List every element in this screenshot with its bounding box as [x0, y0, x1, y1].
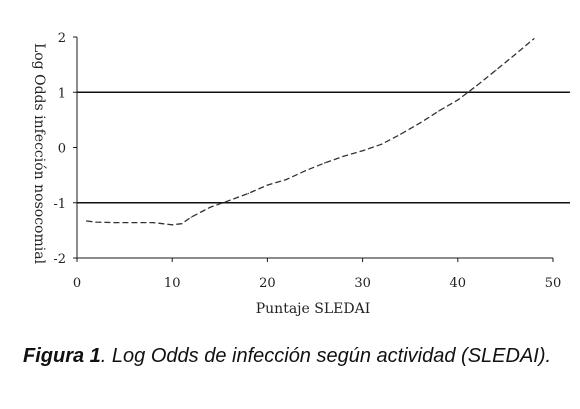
x-tick-label: 10	[164, 276, 181, 291]
data-point	[152, 222, 154, 224]
data-point	[228, 199, 230, 202]
data-point	[304, 170, 307, 172]
y-tick-label: 0	[58, 142, 66, 157]
figure-caption: Figura 1. Log Odds de infección según ac…	[23, 341, 575, 371]
x-tick-label: 20	[259, 276, 276, 291]
caption-label: Figura 1	[23, 345, 101, 367]
data-point	[266, 184, 268, 186]
x-axis-label: Puntaje SLEDAI	[256, 301, 370, 317]
x-tick-label: 50	[545, 276, 562, 291]
data-point	[85, 220, 88, 222]
y-tick-label: -1	[53, 197, 66, 212]
data-point	[343, 155, 345, 157]
data-point	[400, 133, 402, 135]
data-point	[133, 222, 135, 224]
data-point	[95, 221, 97, 223]
data-point	[362, 150, 364, 152]
y-tick-label: 1	[58, 86, 66, 101]
data-point	[381, 143, 383, 145]
series-line-0	[86, 38, 535, 226]
x-tick-label: 0	[73, 276, 81, 291]
data-point	[162, 223, 164, 225]
data-point	[533, 38, 535, 40]
y-tick-label: 2	[58, 31, 66, 46]
data-point	[114, 222, 116, 224]
data-point	[514, 54, 516, 56]
data-point	[285, 178, 287, 181]
data-point	[419, 122, 421, 124]
data-point	[476, 85, 478, 87]
data-point	[181, 223, 183, 225]
data-point	[438, 110, 440, 112]
data-point	[171, 224, 173, 226]
data-point	[323, 162, 326, 164]
y-axis-label: Log Odds infección nosocomial	[31, 43, 47, 265]
x-tick-label: 40	[450, 276, 467, 291]
x-tick-label: 30	[354, 276, 371, 291]
caption-text: . Log Odds de infección según actividad …	[100, 345, 552, 367]
data-point	[457, 99, 459, 101]
data-point	[209, 206, 211, 208]
data-point	[247, 192, 249, 194]
data-point	[190, 216, 192, 218]
data-point	[495, 69, 497, 71]
y-tick-label: -2	[53, 252, 66, 267]
